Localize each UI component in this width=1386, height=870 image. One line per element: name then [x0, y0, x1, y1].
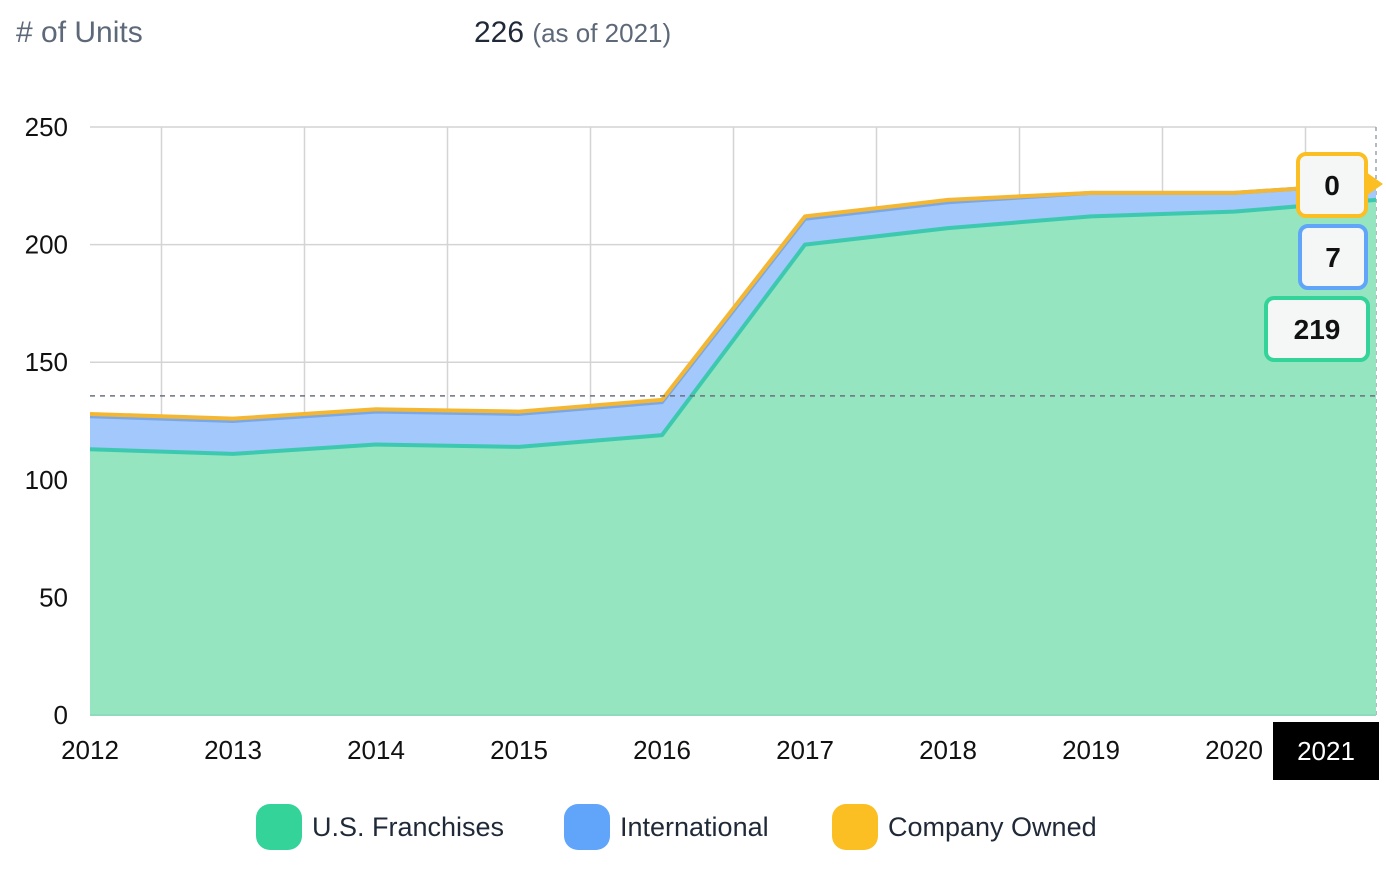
x-tick-label: 2020: [1205, 735, 1263, 765]
chart-areas: [89, 181, 1377, 716]
x-tick-highlight-bg: [1273, 722, 1379, 780]
y-tick-label: 250: [25, 112, 68, 142]
x-tick-label: 2013: [204, 735, 262, 765]
metric-as-of: (as of 2021): [532, 18, 672, 48]
legend-swatch-company-owned: [832, 804, 878, 850]
chart-overlay: 2021 0 7 219: [90, 152, 1383, 780]
x-tick-label: 2017: [776, 735, 834, 765]
legend-item-company-owned[interactable]: Company Owned: [832, 804, 1097, 850]
legend-item-us-franchises[interactable]: U.S. Franchises: [256, 804, 504, 850]
chart-legend: U.S. Franchises International Company Ow…: [0, 804, 1386, 852]
legend-label-international: International: [620, 811, 769, 842]
callout-us-franchises-box: [1264, 296, 1370, 362]
y-tick-label: 200: [25, 230, 68, 260]
y-tick-label: 50: [39, 582, 68, 612]
metric-value: 226 (as of 2021): [474, 16, 671, 50]
x-tick-label: 2012: [61, 735, 119, 765]
metric-label: # of Units: [16, 16, 143, 49]
x-tick-label: 2018: [919, 735, 977, 765]
line-u-s-franchises: [89, 197, 1377, 456]
callout-international-value: 7: [1325, 242, 1341, 273]
line-company-owned: [89, 181, 1377, 421]
area-international: [90, 183, 1376, 454]
legend-swatch-international: [564, 804, 610, 850]
legend-label-us-franchises: U.S. Franchises: [312, 811, 505, 842]
x-tick-label: 2014: [347, 735, 405, 765]
x-tick-label: 2016: [633, 735, 691, 765]
metric-total: 226: [474, 16, 525, 49]
y-tick-label: 0: [54, 700, 68, 730]
x-tick-label: 2015: [490, 735, 548, 765]
area-u-s-franchises: [90, 199, 1376, 716]
x-tick-label: 2019: [1062, 735, 1120, 765]
callout-pointer: [1366, 172, 1383, 196]
callout-company-owned-value: 0: [1324, 170, 1340, 201]
callout-international-box: [1298, 224, 1368, 290]
legend-label-company-owned: Company Owned: [888, 811, 1097, 842]
x-tick-label-highlighted: 2021: [1297, 736, 1355, 766]
y-tick-label: 100: [25, 465, 68, 495]
chart-axis: 0 50 100 150 200 250 2012 2013 2014 2015 2016 2017 2…: [25, 112, 1376, 765]
callout-us-franchises-value: 219: [1294, 314, 1341, 345]
legend-swatch-us-franchises: [256, 804, 302, 850]
y-tick-label: 150: [25, 347, 68, 377]
legend-item-international[interactable]: International: [564, 804, 769, 850]
